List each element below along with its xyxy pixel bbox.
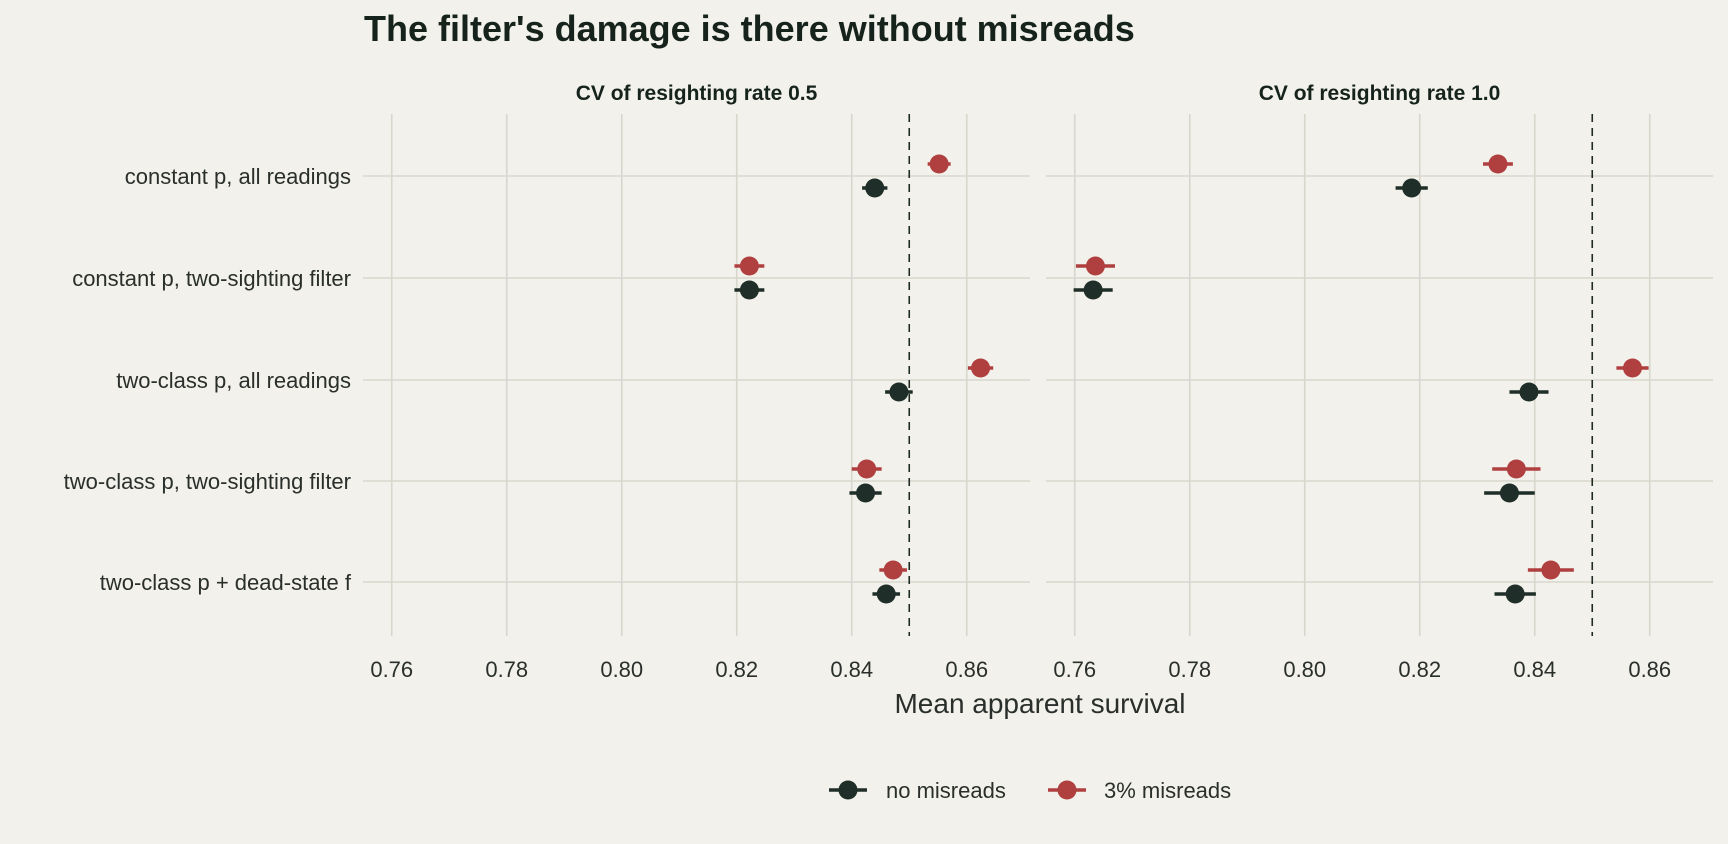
facet-title: CV of resighting rate 1.0 [1259, 82, 1501, 105]
data-point [1519, 382, 1539, 402]
data-point [739, 280, 759, 300]
legend-label: 3% misreads [1104, 778, 1231, 803]
x-tick-label: 0.82 [1398, 657, 1441, 682]
y-tick-label: constant p, two-sighting filter [72, 266, 351, 291]
data-point [1499, 483, 1519, 503]
data-point [739, 256, 759, 276]
legend-label: no misreads [886, 778, 1006, 803]
x-tick-label: 0.80 [600, 657, 643, 682]
x-tick-label: 0.86 [945, 657, 988, 682]
data-point [1488, 154, 1508, 174]
y-tick-label: two-class p, two-sighting filter [64, 469, 351, 494]
data-point [883, 560, 903, 580]
data-point [1541, 560, 1561, 580]
data-point [929, 154, 949, 174]
legend-key-point [838, 780, 858, 800]
x-tick-label: 0.76 [370, 657, 413, 682]
x-tick-label: 0.80 [1283, 657, 1326, 682]
x-tick-label: 0.76 [1053, 657, 1096, 682]
data-point [889, 382, 909, 402]
data-point [1506, 459, 1526, 479]
x-tick-label: 0.78 [485, 657, 528, 682]
x-axis-label: Mean apparent survival [894, 688, 1185, 719]
y-tick-label: constant p, all readings [125, 164, 351, 189]
data-point [1083, 280, 1103, 300]
chart-title: The filter's damage is there without mis… [364, 8, 1135, 49]
x-tick-label: 0.82 [715, 657, 758, 682]
y-tick-label: two-class p + dead-state f [100, 570, 352, 595]
x-tick-label: 0.84 [830, 657, 873, 682]
y-tick-label: two-class p, all readings [116, 368, 351, 393]
facet-title: CV of resighting rate 0.5 [576, 82, 818, 105]
data-point [1623, 358, 1642, 378]
x-tick-label: 0.78 [1168, 657, 1211, 682]
data-point [856, 483, 876, 503]
plot-area: 0.76 0.78 0.80 0.82 0.84 0.86 CV of resighting… [64, 82, 1713, 682]
data-point [1505, 584, 1525, 604]
data-point [865, 178, 885, 198]
x-tick-label: 0.84 [1513, 657, 1556, 682]
legend: no misreads 3% misreads [829, 778, 1231, 803]
data-point [876, 584, 896, 604]
legend-key-point [1057, 780, 1077, 800]
data-point [1402, 178, 1422, 198]
x-tick-label: 0.86 [1628, 657, 1671, 682]
data-point [1085, 256, 1105, 276]
data-point [857, 459, 877, 479]
data-point [971, 358, 991, 378]
